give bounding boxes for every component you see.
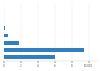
Bar — [4, 26, 5, 30]
Bar — [4, 48, 84, 52]
Bar — [4, 34, 8, 37]
Bar — [4, 55, 55, 59]
Bar — [4, 41, 19, 45]
